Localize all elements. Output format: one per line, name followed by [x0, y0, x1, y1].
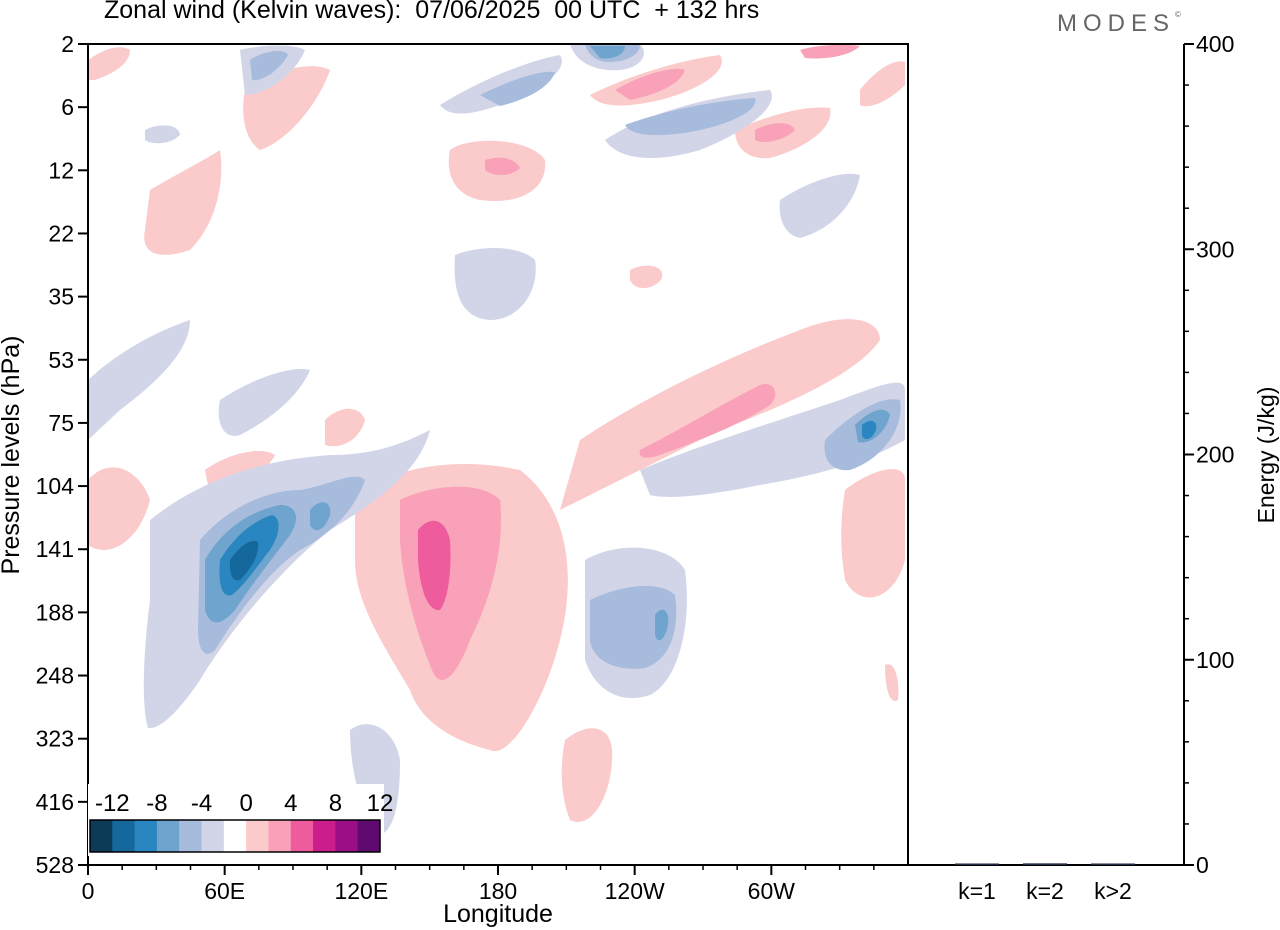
- colorbar-label: 0: [239, 790, 252, 817]
- energy-tick-label: 0: [1196, 852, 1209, 878]
- colorbar-swatch: [179, 820, 203, 852]
- energy-category-label: k=2: [1026, 878, 1064, 904]
- colorbar-swatch: [335, 820, 359, 852]
- colorbar-swatch: [201, 820, 225, 852]
- energy-bar: [955, 863, 999, 865]
- y-tick-label: 528: [36, 852, 74, 878]
- colorbar-label: -4: [191, 790, 212, 817]
- colorbar-label: -8: [146, 790, 167, 817]
- colorbar-swatch: [313, 820, 336, 852]
- colorbar-label: 12: [367, 790, 394, 817]
- wind-contours: [88, 44, 905, 835]
- colorbar-swatch: [90, 820, 113, 852]
- y-tick-label: 2: [61, 31, 74, 57]
- y-tick-label: 53: [48, 347, 74, 373]
- contour-neg-10: [229, 540, 259, 581]
- colorbar-label: 8: [329, 790, 342, 817]
- axes: 0 60E 120E 180 120W 60W 2 6 12 22 35 53 75 104 141 188 2…: [36, 31, 1235, 904]
- y-tick-label: 35: [48, 284, 74, 310]
- energy-bar: [1023, 863, 1067, 865]
- x-axis-label: Longitude: [443, 900, 553, 928]
- energy-tick-label: 300: [1196, 236, 1234, 262]
- energy-category-label: k=1: [958, 878, 996, 904]
- contour-pos-4: [400, 44, 860, 680]
- y-tick-label: 104: [36, 473, 75, 499]
- colorbar-swatch: [156, 820, 180, 852]
- y-tick-label: 12: [48, 157, 74, 183]
- y-tick-label: 188: [36, 599, 74, 625]
- energy-bar: [1091, 863, 1135, 865]
- colorbar-swatch: [357, 820, 381, 852]
- chart-title: Zonal wind (Kelvin waves): 07/06/2025 00…: [104, 0, 760, 24]
- y-axis-label: Pressure levels (hPa): [0, 336, 25, 575]
- logo-text: MODES: [1057, 10, 1176, 37]
- y-tick-label: 323: [36, 726, 74, 752]
- modes-logo: MODES©: [1057, 10, 1181, 37]
- contour-pos-6: [418, 520, 451, 611]
- y-tick-label: 22: [48, 220, 74, 246]
- x-tick-label: 120W: [605, 878, 665, 904]
- colorbar-swatch: [223, 820, 247, 852]
- colorbar-swatch: [134, 820, 158, 852]
- energy-category-label: k>2: [1094, 878, 1132, 904]
- colorbar-swatch: [290, 820, 314, 852]
- x-tick-label: 180: [479, 878, 517, 904]
- colorbar-swatch: [112, 820, 136, 852]
- x-tick-label: 60W: [748, 878, 796, 904]
- x-tick-label: 60E: [204, 878, 245, 904]
- colorbar: -12 -8 -4 0 4 8 12: [88, 784, 393, 856]
- colorbar-swatch: [246, 820, 269, 852]
- colorbar-label: -12: [95, 790, 130, 817]
- y-tick-label: 141: [36, 536, 74, 562]
- y-tick-label: 75: [48, 410, 74, 436]
- energy-bars: k=1 k=2 k>2: [955, 863, 1135, 904]
- colorbar-outline: [89, 819, 381, 853]
- y-tick-label: 416: [36, 789, 74, 815]
- y-tick-label: 248: [36, 663, 74, 689]
- colorbar-swatch: [268, 820, 292, 852]
- energy-tick-label: 400: [1196, 31, 1234, 57]
- energy-tick-label: 200: [1196, 442, 1234, 468]
- energy-tick-label: 100: [1196, 647, 1234, 673]
- x-tick-label: 120E: [334, 878, 388, 904]
- y-tick-label: 6: [61, 94, 74, 120]
- x-tick-label: 0: [82, 878, 95, 904]
- energy-axis-label: Energy (J/kg): [1253, 387, 1279, 524]
- colorbar-label: 4: [284, 790, 297, 817]
